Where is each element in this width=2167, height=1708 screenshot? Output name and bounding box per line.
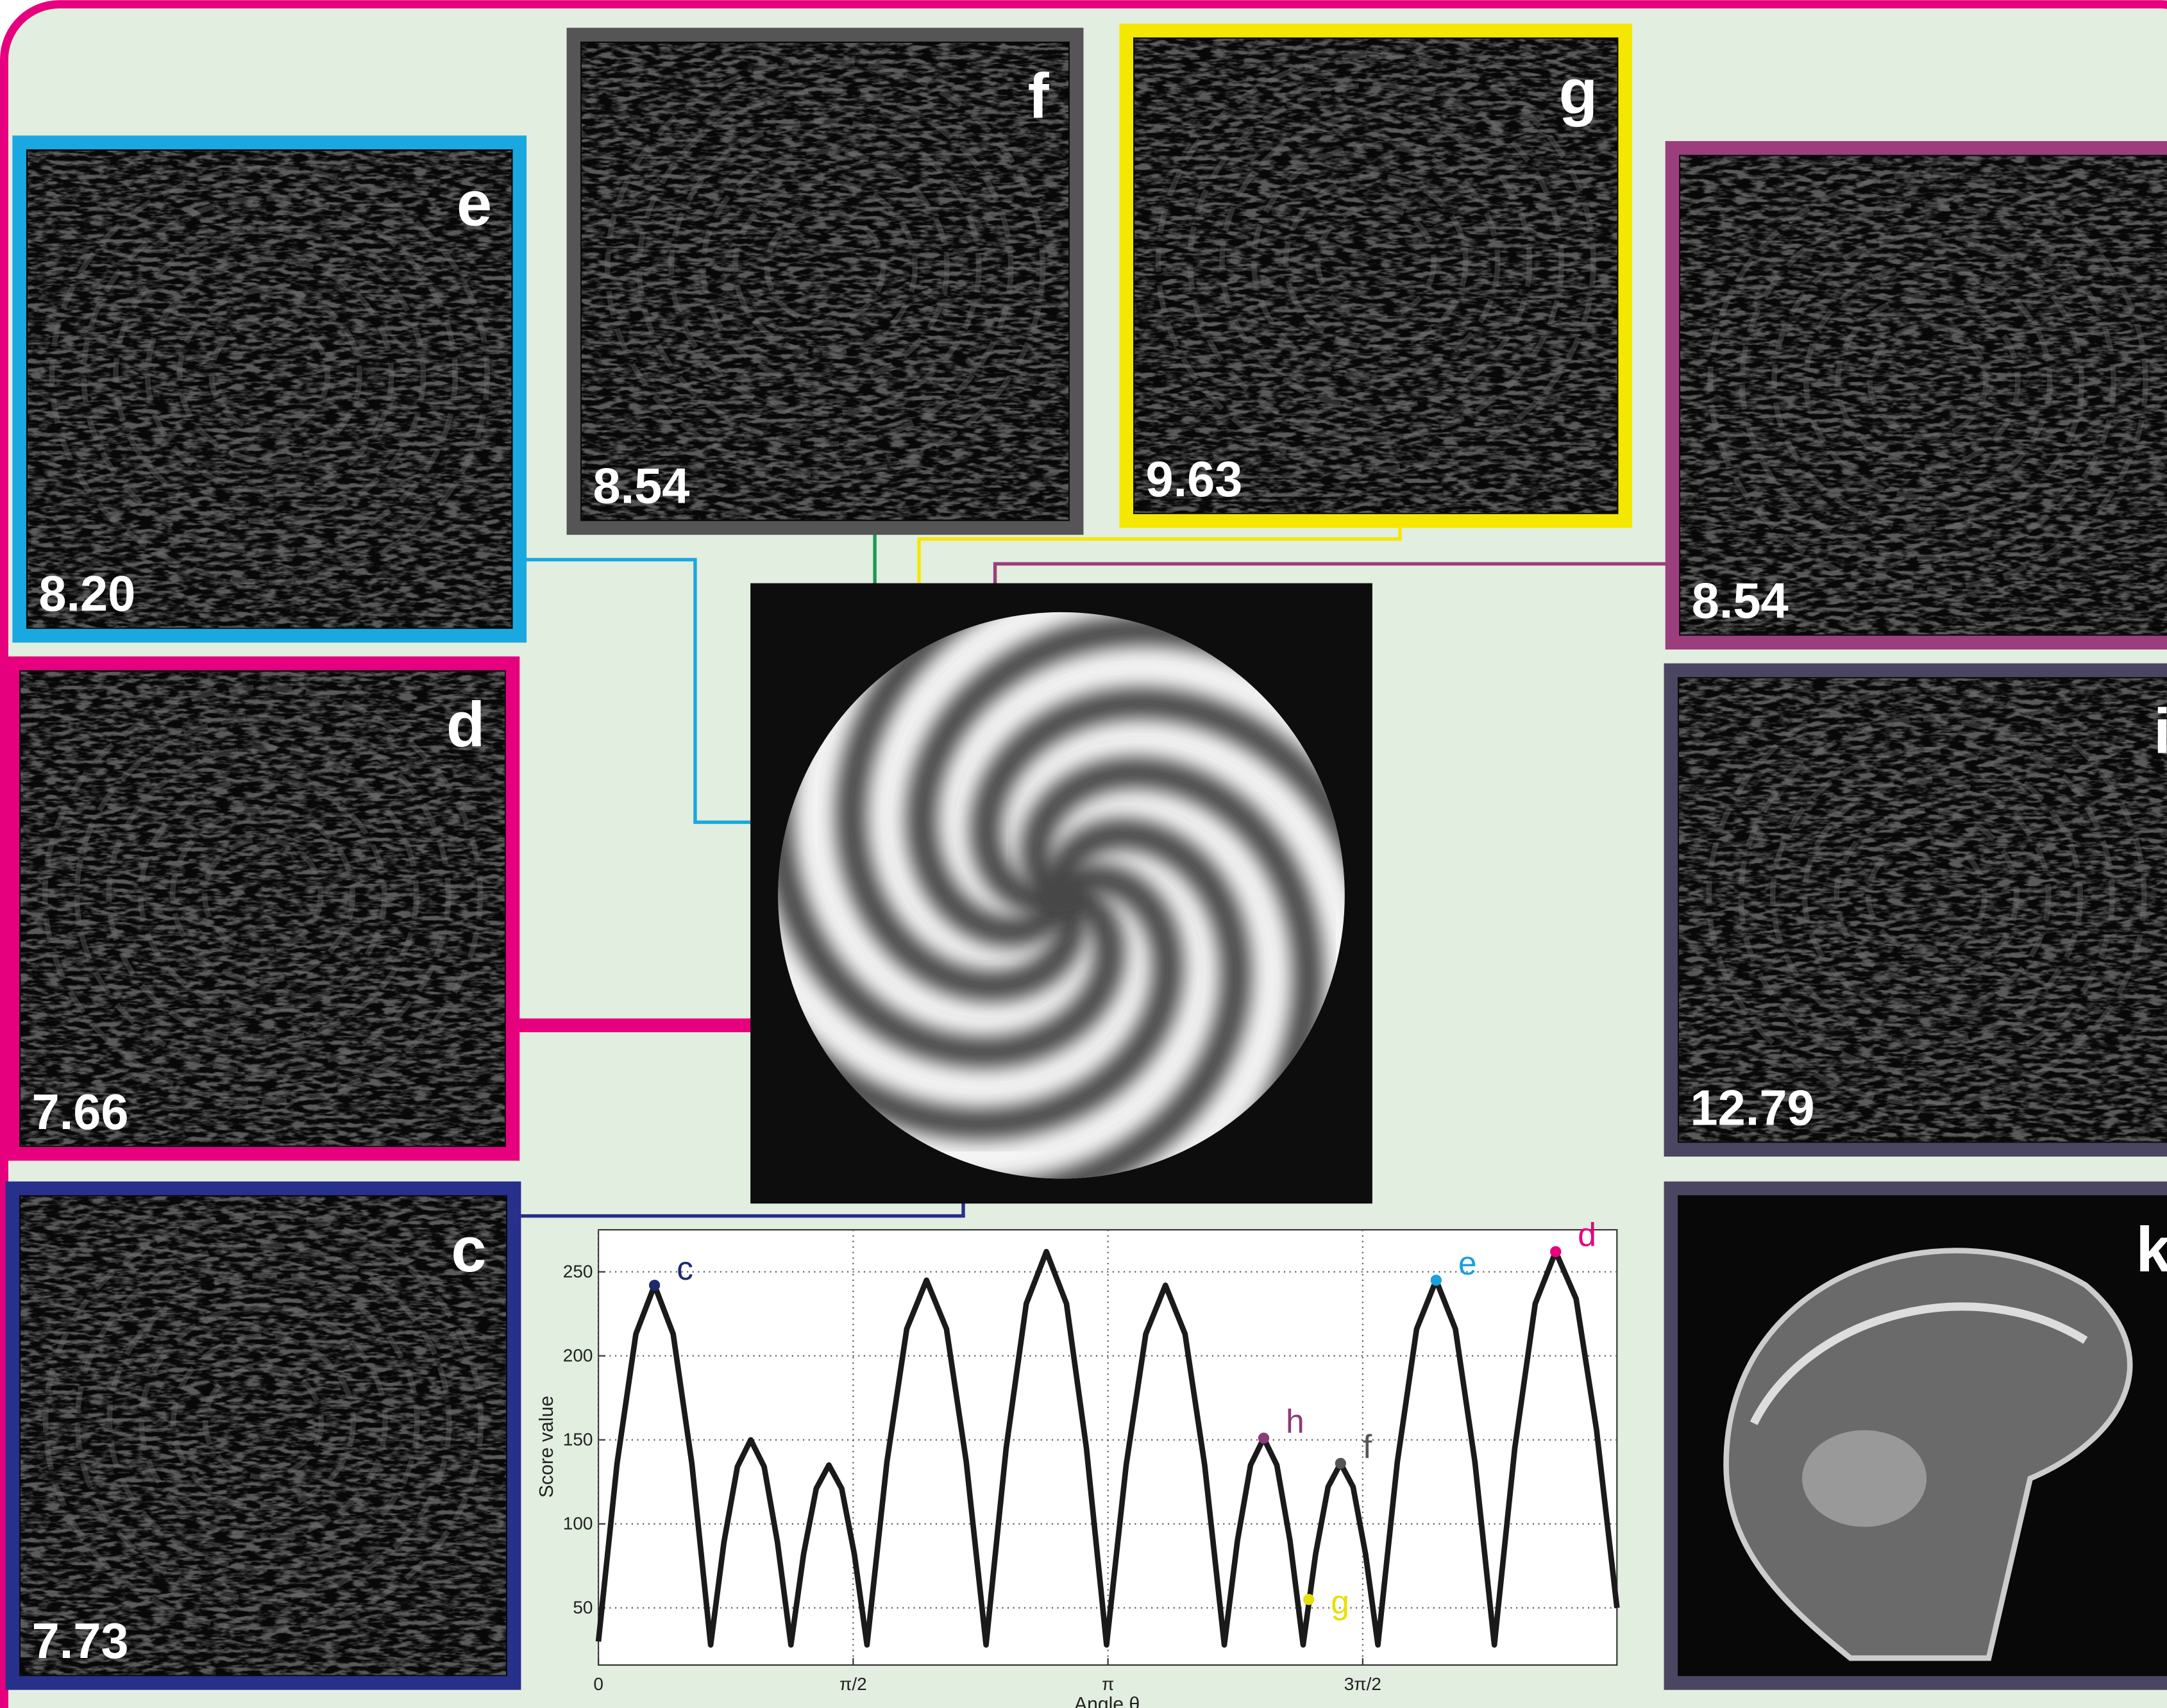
marker-label: d bbox=[1578, 1216, 1596, 1253]
panel-letter: d bbox=[446, 689, 485, 760]
panel-image bbox=[28, 151, 511, 627]
panel-score: 12.79 bbox=[1691, 1080, 1815, 1135]
marker-label: h bbox=[1286, 1403, 1304, 1440]
panel-image bbox=[1680, 156, 2167, 635]
marker bbox=[1551, 1247, 1560, 1257]
marker-label: f bbox=[1363, 1428, 1372, 1465]
marker bbox=[1304, 1595, 1313, 1604]
marker bbox=[1259, 1434, 1269, 1443]
x-tick-label: π/2 bbox=[839, 1674, 867, 1694]
marker-label: g bbox=[1331, 1583, 1349, 1620]
panel-letter: c bbox=[451, 1214, 486, 1285]
panel-image bbox=[582, 43, 1068, 519]
y-tick-label: 50 bbox=[573, 1597, 593, 1617]
panel-letter: f bbox=[1028, 60, 1050, 131]
x-tick-label: 3π/2 bbox=[1344, 1674, 1381, 1694]
marker bbox=[650, 1280, 659, 1290]
x-tick-label: 0 bbox=[593, 1674, 603, 1694]
panel-score: 8.20 bbox=[38, 567, 135, 622]
figure: Score value Angle θ e 8.20 f 8.54 g 9.63 8.54 d… bbox=[0, 0, 2167, 1708]
x-axis-label: Angle θ bbox=[1074, 1694, 1140, 1708]
panel-score: 8.54 bbox=[1692, 573, 1789, 628]
y-axis-label: Score value bbox=[536, 1396, 557, 1498]
y-tick-label: 150 bbox=[563, 1429, 593, 1449]
cerebellum bbox=[1802, 1430, 1927, 1527]
panel-letter: k bbox=[2136, 1214, 2167, 1285]
plot-area bbox=[598, 1230, 1617, 1665]
panel-letter: i bbox=[2154, 696, 2167, 767]
marker-label: c bbox=[677, 1250, 693, 1287]
panel-score: 7.73 bbox=[32, 1614, 129, 1669]
x-tick-label: π bbox=[1102, 1674, 1114, 1694]
panel-score: 7.66 bbox=[32, 1085, 129, 1140]
marker bbox=[1336, 1459, 1345, 1468]
panel-letter: e bbox=[457, 168, 492, 239]
y-tick-label: 200 bbox=[563, 1345, 593, 1365]
panel-letter: g bbox=[1559, 56, 1598, 128]
panel-image bbox=[21, 672, 504, 1146]
y-tick-label: 250 bbox=[563, 1261, 593, 1281]
panel-score: 8.54 bbox=[593, 459, 689, 514]
panel-score: 9.63 bbox=[1145, 452, 1242, 507]
panel-image bbox=[21, 1196, 505, 1675]
marker bbox=[1431, 1275, 1441, 1285]
y-tick-label: 100 bbox=[563, 1513, 593, 1533]
marker-label: e bbox=[1458, 1244, 1477, 1282]
panel-image bbox=[1134, 39, 1617, 513]
page: {"panels": [ {"letter": "e", "score": "8… bbox=[0, 0, 2167, 1708]
